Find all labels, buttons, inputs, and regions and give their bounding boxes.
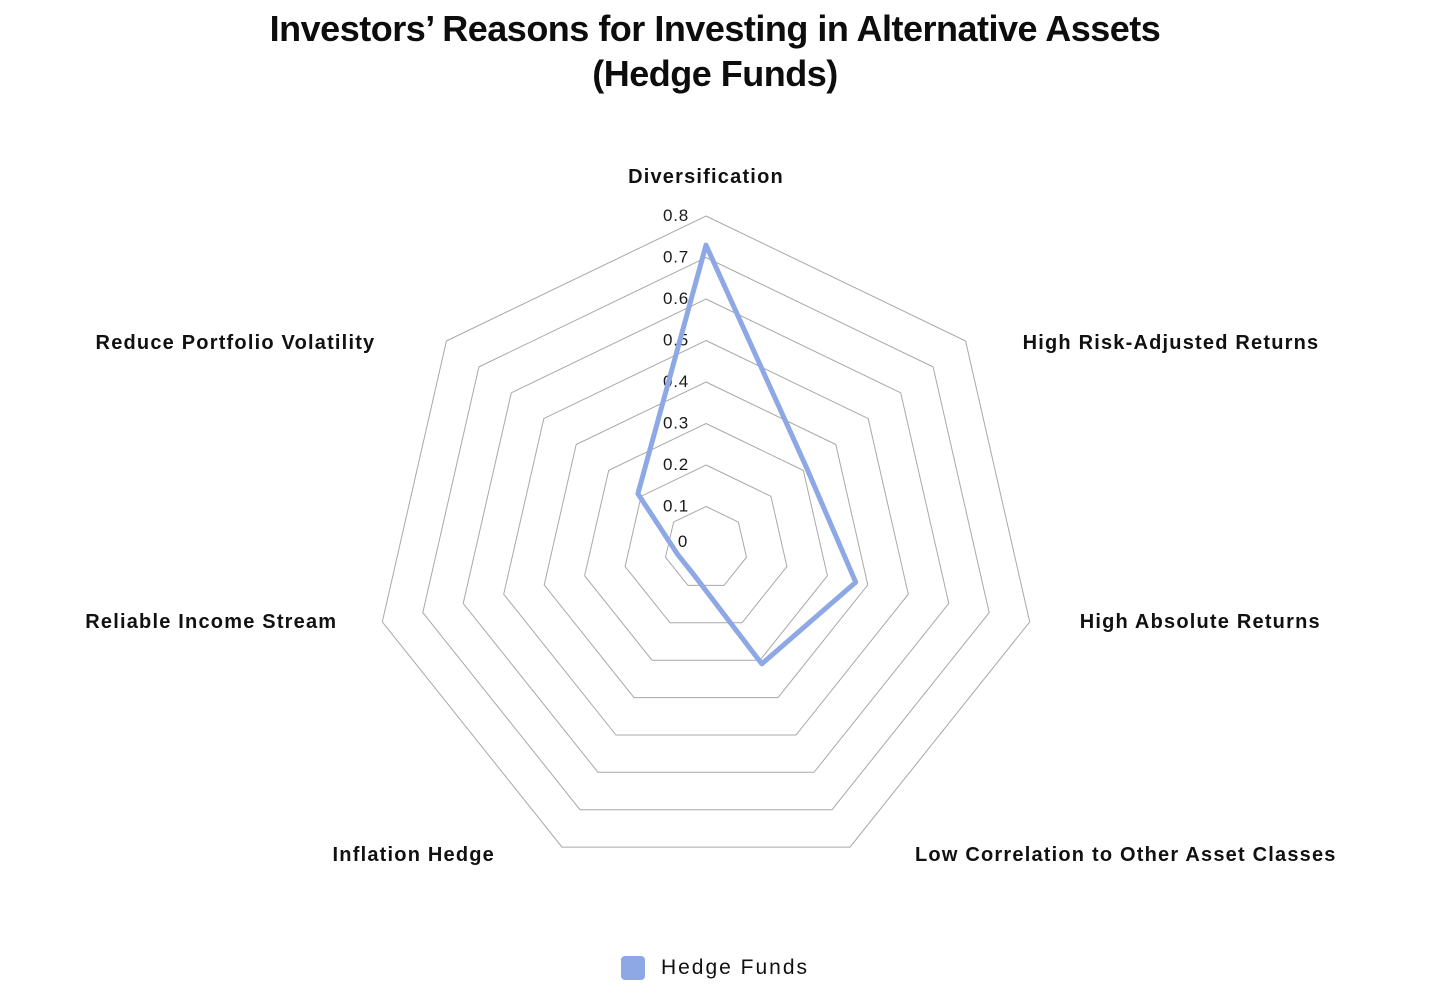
radial-tick-label-0.3: 0.3 bbox=[663, 414, 689, 433]
axis-label-reliable-income-stream: Reliable Income Stream bbox=[85, 611, 337, 633]
grid-ring-0.8 bbox=[381, 215, 1031, 848]
grid-ring-0.7 bbox=[422, 256, 990, 811]
axis-label-reduce-portfolio-volatility: Reduce Portfolio Volatility bbox=[96, 332, 376, 354]
radial-tick-label-0.8: 0.8 bbox=[663, 206, 689, 225]
chart-title-line2: (Hedge Funds) bbox=[592, 53, 838, 94]
chart-title-line1: Investors’ Reasons for Investing in Alte… bbox=[269, 8, 1161, 49]
axis-label-high-risk-adjusted-returns: High Risk-Adjusted Returns bbox=[1023, 332, 1320, 354]
radial-tick-label-0: 0 bbox=[678, 532, 688, 551]
axis-label-low-correlation-to-other-asset-classes: Low Correlation to Other Asset Classes bbox=[915, 844, 1337, 866]
legend-swatch-hedge-funds[interactable] bbox=[620, 956, 645, 980]
axis-label-inflation-hedge: Inflation Hedge bbox=[333, 844, 495, 866]
radial-tick-label-0.2: 0.2 bbox=[663, 455, 689, 474]
radial-tick-label-0.7: 0.7 bbox=[663, 248, 689, 267]
axis-label-diversification: Diversification bbox=[628, 166, 784, 188]
legend: Hedge Funds bbox=[0, 956, 1430, 980]
grid-ring-0.5 bbox=[503, 339, 909, 736]
axis-label-high-absolute-returns: High Absolute Returns bbox=[1080, 611, 1321, 633]
grid-ring-0.6 bbox=[462, 298, 950, 773]
grid-ring-0.3 bbox=[584, 422, 828, 661]
grid-ring-0.2 bbox=[624, 464, 788, 624]
radial-tick-label-0.1: 0.1 bbox=[663, 497, 689, 516]
radial-tick-label-0.6: 0.6 bbox=[663, 289, 689, 308]
grid-ring-0.1 bbox=[664, 505, 748, 586]
legend-label-hedge-funds[interactable]: Hedge Funds bbox=[660, 956, 810, 979]
chart-title: Investors’ Reasons for Investing in Alte… bbox=[0, 6, 1430, 96]
grid-ring-0.4 bbox=[543, 381, 869, 699]
series-polygon-hedge-funds bbox=[635, 242, 859, 667]
